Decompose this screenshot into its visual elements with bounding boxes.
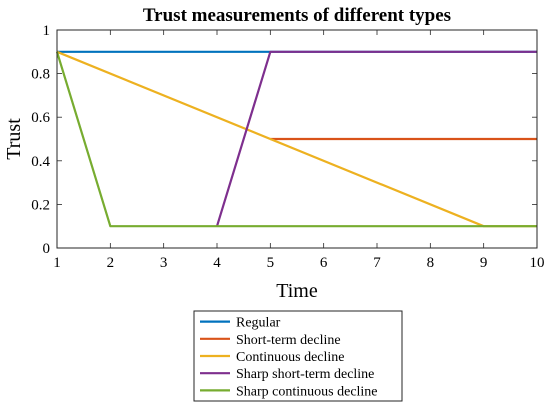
x-tick-label: 3 [160,255,168,271]
legend: Regular Short-term decline Continuous decl… [193,310,403,402]
y-tick-label: 0.8 [31,67,50,83]
legend-label-5: Sharp continuous decline [236,384,378,399]
x-tick-label: 8 [427,255,435,271]
x-tick-label: 1 [53,255,61,271]
x-tick-label: 7 [373,255,381,271]
x-tick-label: 5 [267,255,275,271]
x-tick-label: 10 [530,255,545,271]
legend-label-1: Regular [236,316,281,331]
y-tick-label: 0.2 [31,197,50,213]
legend-label-4: Sharp short-term decline [236,367,374,382]
x-tick-label: 6 [320,255,328,271]
x-tick-label: 4 [213,255,221,271]
y-tick-label: 0.6 [31,110,50,126]
series-line-5 [55,51,537,228]
y-tick-label: 0 [43,241,51,257]
x-tick-label: 9 [480,255,488,271]
y-tick-label: 1 [43,23,51,39]
y-tick-label: 0.4 [31,154,50,170]
y-axis-label: Trust [3,118,25,160]
legend-label-2: Short-term decline [236,333,341,348]
plot-frame [56,29,538,249]
x-tick-label: 2 [107,255,115,271]
chart-title: Trust measurements of different types [143,5,451,26]
series-line-4 [215,50,537,227]
legend-label-3: Continuous decline [236,350,345,365]
x-axis-label: Time [276,280,318,302]
